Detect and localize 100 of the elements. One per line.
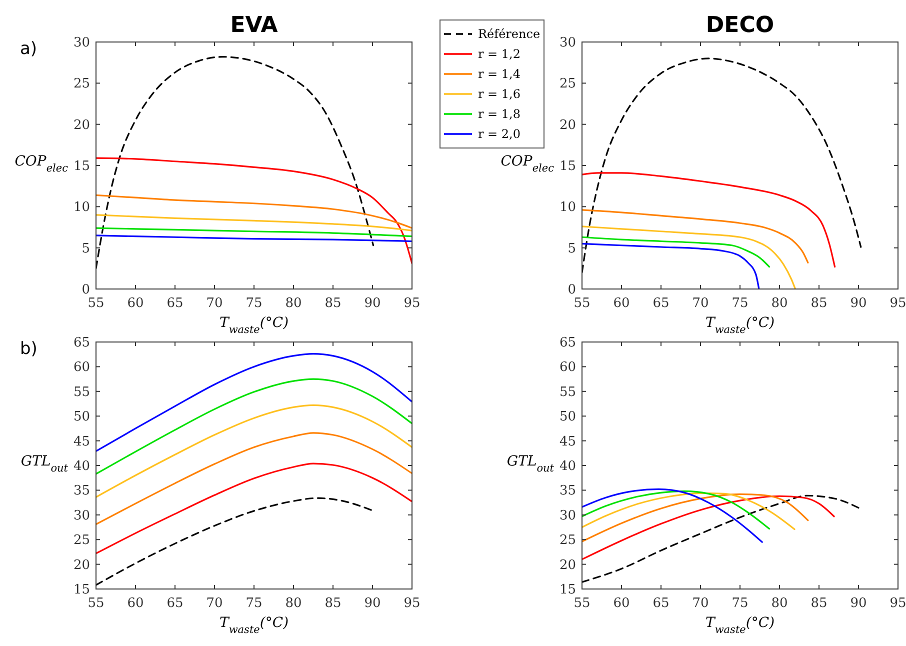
line-series <box>96 462 412 554</box>
x-tick-label: 65 <box>166 296 184 311</box>
line-series <box>96 353 412 452</box>
y-tick-label: 65 <box>73 336 90 350</box>
x-tick-label: 70 <box>206 596 223 611</box>
x-tick-label: 75 <box>246 296 262 311</box>
legend-label: Référence <box>478 27 540 41</box>
y-tick-label: 10 <box>73 200 90 216</box>
x-tick-label: 90 <box>364 296 381 311</box>
y-tick-label: 5 <box>82 241 90 256</box>
y-tick-label: 55 <box>559 384 576 400</box>
x-tick-label: 60 <box>613 596 630 611</box>
y-tick-label: 25 <box>559 533 576 548</box>
line-series <box>582 226 796 289</box>
x-tick-label: 80 <box>771 596 788 611</box>
line-series <box>96 404 412 498</box>
chart-title: EVA <box>230 13 278 38</box>
y-tick-label: 0 <box>82 282 90 298</box>
line-series <box>582 172 836 268</box>
y-tick-label: 15 <box>73 159 90 174</box>
x-tick-label: 70 <box>692 596 709 611</box>
line-series <box>96 157 412 264</box>
x-tick-label: 85 <box>810 596 828 611</box>
x-tick-label: 95 <box>404 596 420 611</box>
x-tick-label: 95 <box>404 296 420 311</box>
y-tick-label: 25 <box>73 76 90 92</box>
y-axis-title: COP$_{elec}$ <box>14 154 68 174</box>
x-tick-label: 95 <box>890 596 906 611</box>
y-tick-label: 20 <box>73 118 90 133</box>
y-tick-label: 60 <box>73 360 90 376</box>
x-tick-label: 95 <box>890 296 906 311</box>
y-tick-label: 40 <box>559 459 576 474</box>
y-axis-title: GTL$_{out}$ <box>20 454 69 474</box>
line-series <box>96 378 412 475</box>
y-tick-label: 55 <box>73 384 90 400</box>
x-tick-label: 75 <box>732 296 748 311</box>
y-tick-label: 10 <box>559 200 576 216</box>
x-tick-label: 60 <box>127 296 144 311</box>
x-axis-title: T$_{waste}$(°C) <box>705 615 775 636</box>
x-tick-label: 85 <box>324 596 342 611</box>
legend-label: r = 1,6 <box>478 87 521 101</box>
line-series <box>96 194 412 229</box>
x-tick-label: 65 <box>166 596 184 611</box>
x-tick-label: 70 <box>692 296 709 311</box>
y-tick-label: 25 <box>559 76 576 92</box>
y-tick-label: 30 <box>559 36 576 50</box>
text: a) <box>20 39 38 59</box>
x-tick-label: 90 <box>850 296 867 311</box>
line-series <box>582 209 809 264</box>
legend-label: r = 1,4 <box>478 67 521 81</box>
line-series <box>582 494 862 583</box>
text: b) <box>20 339 38 359</box>
line-series <box>582 492 796 530</box>
line-series <box>96 227 412 238</box>
y-tick-label: 50 <box>559 410 576 425</box>
x-tick-label: 80 <box>285 296 302 311</box>
y-tick-label: 30 <box>73 508 90 524</box>
y-tick-label: 45 <box>559 434 576 450</box>
x-tick-label: 85 <box>324 296 342 311</box>
x-tick-label: 70 <box>206 296 223 311</box>
line-series <box>582 493 809 542</box>
y-tick-label: 30 <box>73 36 90 50</box>
y-tick-label: 15 <box>73 582 90 598</box>
y-tick-label: 50 <box>73 410 90 425</box>
y-axis-title: COP$_{elec}$ <box>500 154 554 174</box>
y-tick-label: 15 <box>559 159 576 174</box>
x-tick-label: 65 <box>652 296 670 311</box>
y-tick-label: 35 <box>559 484 576 499</box>
x-tick-label: 60 <box>127 596 144 611</box>
y-tick-label: 35 <box>73 484 90 499</box>
y-tick-label: 25 <box>73 533 90 548</box>
x-tick-label: 80 <box>771 296 788 311</box>
line-series <box>582 58 862 274</box>
x-tick-label: 65 <box>652 596 670 611</box>
x-axis-title: T$_{waste}$(°C) <box>219 315 289 336</box>
y-tick-label: 30 <box>559 508 576 524</box>
x-tick-label: 60 <box>613 296 630 311</box>
y-tick-label: 65 <box>559 336 576 350</box>
y-tick-label: 40 <box>73 459 90 474</box>
y-tick-label: 20 <box>73 558 90 573</box>
y-tick-label: 20 <box>559 118 576 133</box>
legend-label: r = 1,8 <box>478 107 521 121</box>
line-series <box>582 242 760 289</box>
y-axis-title: GTL$_{out}$ <box>506 454 555 474</box>
line-series <box>582 236 770 268</box>
y-tick-label: 20 <box>559 558 576 573</box>
line-series <box>96 214 412 232</box>
x-tick-label: 90 <box>850 596 867 611</box>
x-tick-label: 75 <box>732 596 748 611</box>
legend-label: r = 2,0 <box>478 127 521 141</box>
y-tick-label: 15 <box>559 582 576 598</box>
x-tick-label: 80 <box>285 596 302 611</box>
line-series <box>96 432 412 526</box>
x-tick-label: 85 <box>810 296 828 311</box>
x-axis-title: T$_{waste}$(°C) <box>705 315 775 336</box>
line-series <box>582 490 770 530</box>
line-series <box>96 56 374 270</box>
chart-title: DECO <box>706 13 774 38</box>
x-tick-label: 90 <box>364 596 381 611</box>
y-tick-label: 5 <box>568 241 576 256</box>
